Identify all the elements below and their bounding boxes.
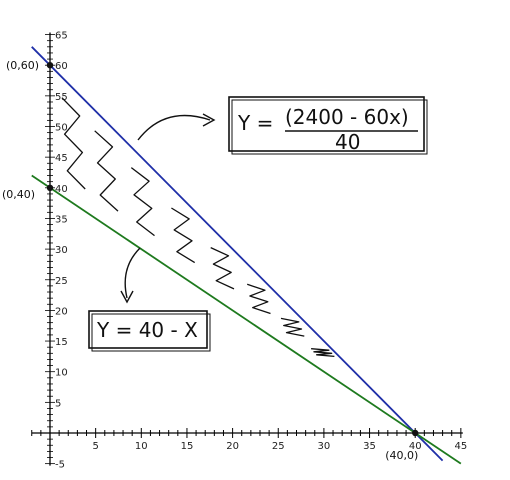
y-tick-label: 60 [55, 61, 68, 72]
y-tick-label: 5 [55, 398, 61, 409]
green-equation-box-shadow [91, 313, 211, 352]
y-tick-label: -5 [55, 460, 65, 471]
green-equation-box [88, 310, 208, 349]
blue-equation-denominator: 40 [335, 130, 360, 154]
y-tick-label: 10 [55, 368, 68, 379]
shading-zigzag [210, 247, 235, 290]
y-tick-label: 55 [55, 92, 68, 103]
y-tick-label: 30 [55, 245, 68, 256]
x-tick-label: 15 [181, 441, 194, 452]
shading-zigzag [61, 97, 86, 190]
x-tick-label: 10 [135, 441, 148, 452]
y-tick-label: 20 [55, 306, 68, 317]
x-tick-label: 25 [272, 441, 285, 452]
y-tick-label: 65 [55, 31, 68, 42]
shading-zigzag [246, 283, 271, 315]
series-lines [31, 46, 462, 465]
green-line-annotation: Y = 40 - X [88, 247, 211, 352]
y-tick-label: 15 [55, 337, 68, 348]
intersection-point [412, 429, 419, 437]
intersection-point [46, 61, 54, 69]
x-tick-label: 35 [363, 441, 376, 452]
shading-zigzag [130, 167, 155, 237]
green-annotation-arrow [124, 247, 141, 299]
green-constraint-line [31, 174, 462, 465]
y-tick-label: 35 [55, 214, 68, 225]
green-annotation-arrowhead [120, 290, 134, 304]
blue-equation-lhs: Y = [237, 111, 273, 135]
shading-zigzag [171, 207, 196, 264]
points: (0,60) (0,40) (40,0) [2, 59, 419, 462]
intersection-point [46, 184, 54, 191]
blue-constraint-line [31, 46, 444, 462]
y-tick-label: 50 [55, 123, 68, 134]
shading-zigzag [94, 130, 119, 212]
shading-zigzag [280, 317, 305, 337]
shading-zigzag [311, 348, 335, 358]
x-tick-label: 20 [226, 441, 239, 452]
x-tick-label: 45 [454, 441, 467, 452]
point-label: (0,40) [2, 188, 35, 201]
blue-annotation-arrowhead [202, 113, 216, 127]
x-tick-label: 30 [318, 441, 331, 452]
blue-equation-box [228, 96, 425, 152]
x-tick-label: 5 [92, 441, 98, 452]
y-tick-label: 45 [55, 153, 68, 164]
point-label: (0,60) [6, 59, 39, 72]
green-equation: Y = 40 - X [96, 318, 198, 342]
feasible-region-shading [61, 97, 335, 358]
blue-equation-box-shadow [231, 99, 428, 155]
axes: 5 10 15 20 25 30 35 40 45 -5 5 10 15 20 25 30 35 40 45 50 55… [31, 31, 467, 471]
blue-line-annotation: Y = (2400 - 60x) 40 [137, 96, 428, 155]
y-tick-label: 40 [55, 184, 68, 195]
y-tick-label: 25 [55, 276, 68, 287]
blue-annotation-arrow [137, 114, 211, 141]
blue-equation-numerator: (2400 - 60x) [285, 105, 409, 129]
point-label: (40,0) [385, 449, 418, 462]
x-tick-label: 40 [409, 441, 422, 452]
